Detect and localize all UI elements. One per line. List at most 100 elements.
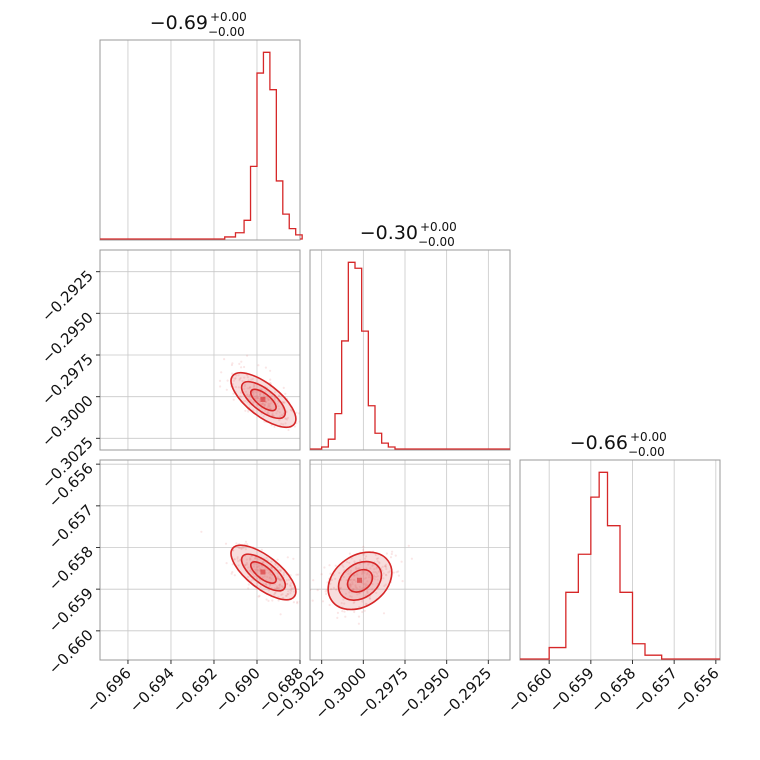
sample-point	[273, 425, 276, 428]
sample-point	[298, 420, 300, 423]
sample-point	[272, 414, 275, 417]
sample-point	[368, 562, 371, 565]
sample-point	[261, 403, 264, 406]
sample-point	[362, 553, 365, 557]
title-plus-param-0: +0.00	[210, 10, 247, 24]
sample-point	[361, 600, 364, 603]
sample-point	[240, 360, 243, 363]
sample-point	[267, 404, 270, 407]
sample-point	[248, 557, 251, 560]
sample-point	[249, 558, 252, 561]
sample-point	[350, 595, 353, 598]
sample-point	[330, 578, 334, 582]
sample-point	[290, 582, 293, 585]
sample-point	[242, 547, 245, 550]
sample-point	[373, 575, 376, 578]
sample-point	[282, 423, 285, 426]
sample-point	[265, 397, 268, 400]
sample-point	[256, 396, 259, 400]
sample-point	[290, 409, 293, 412]
sample-point	[299, 600, 300, 603]
sample-point	[250, 378, 253, 381]
sample-point	[238, 377, 241, 381]
sample-point	[346, 569, 350, 573]
sample-point	[243, 385, 246, 388]
sample-point	[388, 570, 391, 573]
sample-point	[326, 581, 329, 584]
sample-point	[304, 569, 306, 571]
sample-point	[365, 555, 368, 558]
sample-point	[352, 601, 355, 605]
sample-point	[279, 577, 282, 581]
sample-point	[232, 392, 235, 395]
sample-point	[352, 587, 355, 591]
sample-point	[269, 573, 272, 576]
sample-point	[373, 568, 376, 571]
sample-point	[246, 354, 249, 357]
sample-point	[335, 588, 338, 591]
sample-point	[289, 592, 292, 595]
sample-point	[235, 374, 238, 377]
sample-point	[275, 587, 278, 590]
density-contour-level-1	[240, 380, 287, 420]
sample-point	[274, 591, 277, 594]
sample-point	[365, 567, 368, 570]
sample-point	[349, 569, 353, 572]
sample-point	[267, 405, 270, 408]
sample-point	[230, 363, 233, 367]
sample-point	[356, 593, 359, 596]
sample-point	[366, 591, 369, 594]
sample-point	[263, 404, 266, 407]
sample-point	[280, 413, 283, 416]
sample-point	[247, 410, 250, 413]
sample-point	[263, 575, 266, 578]
sample-point	[303, 600, 305, 602]
sample-point	[265, 598, 268, 601]
sample-point	[298, 412, 300, 415]
sample-point	[293, 590, 296, 593]
sample-point	[381, 565, 384, 568]
sample-point	[289, 585, 292, 588]
sample-point	[348, 561, 351, 564]
sample-point	[249, 569, 252, 572]
sample-point	[363, 609, 366, 612]
sample-point	[267, 599, 270, 603]
sample-point	[286, 582, 289, 586]
sample-point	[237, 564, 240, 567]
sample-point	[356, 573, 359, 576]
sample-point	[269, 402, 272, 405]
sample-point	[280, 422, 283, 425]
sample-point	[280, 584, 283, 588]
sample-point	[243, 387, 246, 390]
sample-point	[351, 581, 354, 584]
density-contour-level-1	[337, 560, 383, 601]
sample-point	[266, 396, 269, 399]
density-peak	[260, 569, 266, 575]
sample-point	[220, 371, 223, 374]
sample-point	[236, 556, 239, 559]
sample-point	[265, 568, 268, 571]
sample-point	[246, 393, 249, 396]
sample-point	[364, 576, 368, 580]
sample-point	[265, 584, 268, 587]
density-contour-level-2	[249, 561, 277, 584]
sample-point	[261, 402, 264, 405]
sample-point	[392, 571, 395, 574]
histogram-panel-param-0: −0.69 +0.00−0.00	[99, 10, 303, 241]
sample-point	[255, 568, 258, 571]
sample-point	[273, 592, 276, 595]
sample-point	[246, 401, 249, 404]
sample-point	[271, 412, 274, 415]
sample-point	[279, 578, 282, 582]
sample-point	[258, 594, 261, 598]
sample-point	[252, 383, 256, 386]
sample-point	[289, 584, 292, 587]
sample-point	[328, 603, 331, 607]
sample-point	[278, 394, 281, 398]
sample-point	[246, 387, 249, 390]
sample-point	[292, 601, 295, 604]
sample-point	[253, 563, 256, 566]
sample-point	[373, 578, 376, 581]
sample-point	[286, 593, 289, 596]
sample-point	[270, 566, 273, 569]
